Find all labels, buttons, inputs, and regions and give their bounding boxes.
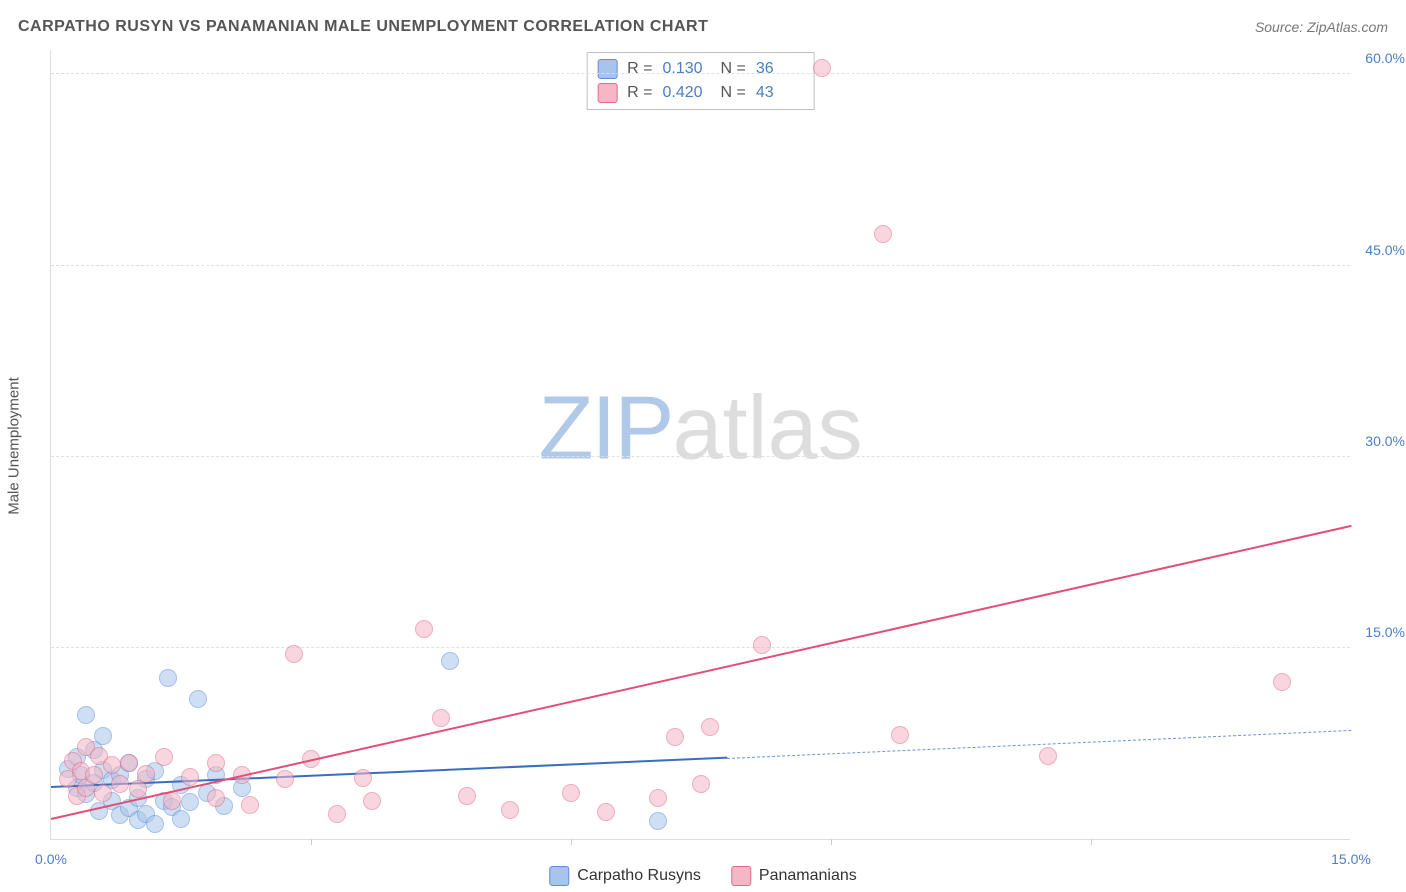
data-point bbox=[666, 728, 684, 746]
data-point bbox=[285, 645, 303, 663]
data-point bbox=[649, 789, 667, 807]
data-point bbox=[692, 775, 710, 793]
stats-row: R = 0.130 N = 36 bbox=[597, 57, 804, 81]
r-label: R = bbox=[627, 60, 652, 78]
n-label: N = bbox=[721, 60, 746, 78]
data-point bbox=[155, 748, 173, 766]
data-point bbox=[120, 754, 138, 772]
data-point bbox=[77, 706, 95, 724]
data-point bbox=[189, 690, 207, 708]
legend-label: Panamanians bbox=[759, 867, 857, 885]
x-tick bbox=[571, 839, 572, 845]
data-point bbox=[363, 792, 381, 810]
data-point bbox=[649, 812, 667, 830]
data-point bbox=[432, 709, 450, 727]
data-point bbox=[701, 718, 719, 736]
legend-swatch bbox=[597, 83, 617, 103]
y-tick-label: 45.0% bbox=[1355, 242, 1405, 258]
x-tick bbox=[831, 839, 832, 845]
x-tick-label: 0.0% bbox=[35, 851, 67, 867]
y-tick-label: 30.0% bbox=[1355, 433, 1405, 449]
y-axis-title: Male Unemployment bbox=[6, 377, 23, 515]
data-point bbox=[85, 766, 103, 784]
data-point bbox=[146, 815, 164, 833]
data-point bbox=[354, 769, 372, 787]
correlation-stats-legend: R = 0.130 N = 36 R = 0.420 N = 43 bbox=[586, 52, 815, 110]
gridline-h bbox=[51, 73, 1350, 74]
legend-swatch bbox=[731, 866, 751, 886]
data-point bbox=[181, 793, 199, 811]
data-point bbox=[241, 796, 259, 814]
data-point bbox=[137, 765, 155, 783]
stats-row: R = 0.420 N = 43 bbox=[597, 81, 804, 105]
data-point bbox=[891, 726, 909, 744]
n-value: 43 bbox=[756, 84, 804, 102]
data-point bbox=[562, 784, 580, 802]
data-point bbox=[94, 727, 112, 745]
legend-swatch bbox=[549, 866, 569, 886]
gridline-h bbox=[51, 647, 1350, 648]
watermark: ZIPatlas bbox=[538, 377, 862, 480]
data-point bbox=[94, 784, 112, 802]
data-point bbox=[1273, 673, 1291, 691]
y-tick-label: 60.0% bbox=[1355, 50, 1405, 66]
data-point bbox=[159, 669, 177, 687]
n-label: N = bbox=[721, 84, 746, 102]
chart-title: CARPATHO RUSYN VS PANAMANIAN MALE UNEMPL… bbox=[18, 18, 708, 36]
data-point bbox=[111, 775, 129, 793]
gridline-h bbox=[51, 265, 1350, 266]
x-tick bbox=[311, 839, 312, 845]
y-tick-label: 15.0% bbox=[1355, 624, 1405, 640]
data-point bbox=[172, 810, 190, 828]
data-point bbox=[597, 803, 615, 821]
data-point bbox=[501, 801, 519, 819]
data-point bbox=[753, 636, 771, 654]
data-point bbox=[129, 780, 147, 798]
legend-swatch bbox=[597, 59, 617, 79]
legend-label: Carpatho Rusyns bbox=[577, 867, 701, 885]
data-point bbox=[181, 768, 199, 786]
scatter-plot: ZIPatlas R =0.130N =36R =0.420N =43 15.0… bbox=[50, 50, 1350, 840]
data-point bbox=[103, 756, 121, 774]
r-value: 0.420 bbox=[663, 84, 711, 102]
n-value: 36 bbox=[756, 60, 804, 78]
data-point bbox=[163, 792, 181, 810]
legend-item: Panamanians bbox=[731, 866, 857, 886]
data-point bbox=[813, 59, 831, 77]
data-point bbox=[328, 805, 346, 823]
gridline-h bbox=[51, 456, 1350, 457]
x-tick bbox=[1091, 839, 1092, 845]
series-legend: Carpatho Rusyns Panamanians bbox=[549, 866, 856, 886]
r-label: R = bbox=[627, 84, 652, 102]
source-attribution: Source: ZipAtlas.com bbox=[1255, 19, 1388, 35]
data-point bbox=[276, 770, 294, 788]
x-tick-label: 15.0% bbox=[1331, 851, 1371, 867]
data-point bbox=[207, 754, 225, 772]
data-point bbox=[874, 225, 892, 243]
data-point bbox=[207, 789, 225, 807]
data-point bbox=[1039, 747, 1057, 765]
data-point bbox=[415, 620, 433, 638]
r-value: 0.130 bbox=[663, 60, 711, 78]
data-point bbox=[441, 652, 459, 670]
legend-item: Carpatho Rusyns bbox=[549, 866, 701, 886]
data-point bbox=[458, 787, 476, 805]
